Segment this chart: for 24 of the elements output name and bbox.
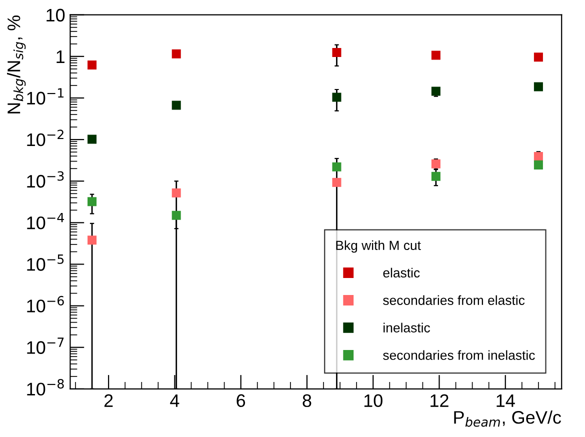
x-tick-label: 4 — [170, 394, 180, 407]
legend-title: Bkg with M cut — [336, 240, 421, 253]
y-tick-label: 10$^{−2}$ — [27, 130, 64, 146]
x-tick-label: 14 — [496, 394, 515, 407]
x-axis-title: P$_{beam}$, GeV/c — [454, 410, 562, 427]
x-tick-label: 2 — [104, 394, 113, 407]
x-tick-label: 8 — [302, 394, 312, 408]
y-tick-label: 10$^{−3}$ — [27, 171, 64, 188]
y-tick-label: 10$^{−1}$ — [27, 88, 64, 105]
y-axis-title: N$_{bkg}$/N$_{sig}$, % — [7, 16, 26, 114]
legend-label: elastic — [383, 268, 420, 278]
x-tick-label: 6 — [236, 394, 246, 408]
y-tick-label: 10$^{−7}$ — [27, 338, 64, 354]
legend-label: secondaries from elastic — [383, 295, 525, 305]
y-tick-label: 10 — [46, 8, 65, 22]
legend-label: inelastic — [384, 322, 430, 332]
legend-label: secondaries from inelastic — [383, 350, 535, 360]
y-tick-label: 10$^{−8}$ — [27, 379, 64, 396]
y-tick-label: 10$^{−5}$ — [27, 254, 64, 271]
x-tick-label: 10 — [364, 394, 382, 408]
y-tick-label: 10$^{−6}$ — [27, 296, 64, 312]
x-tick-label: 12 — [430, 394, 448, 407]
y-tick-label: 1 — [56, 50, 64, 63]
y-tick-label: 10$^{−4}$ — [27, 212, 64, 230]
